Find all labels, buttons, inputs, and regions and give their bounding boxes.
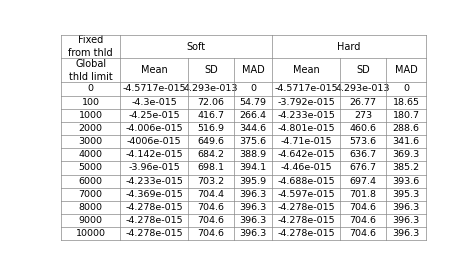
Text: Fixed
from thld: Fixed from thld <box>68 35 113 58</box>
Text: Soft: Soft <box>187 42 206 52</box>
Text: -4.142e-015: -4.142e-015 <box>125 150 183 159</box>
Text: 393.6: 393.6 <box>392 177 419 186</box>
Text: 180.7: 180.7 <box>392 111 419 120</box>
Text: -4.006e-015: -4.006e-015 <box>125 124 183 133</box>
Text: 701.8: 701.8 <box>349 190 376 199</box>
Text: 10000: 10000 <box>76 229 106 238</box>
Text: 396.3: 396.3 <box>392 203 419 212</box>
Text: 704.6: 704.6 <box>197 229 224 238</box>
Text: 395.9: 395.9 <box>239 177 267 186</box>
Text: -4.233e-015: -4.233e-015 <box>125 177 183 186</box>
Text: 8000: 8000 <box>79 203 103 212</box>
Text: -4.642e-015: -4.642e-015 <box>277 150 335 159</box>
Text: Mean: Mean <box>293 65 319 75</box>
Text: 26.77: 26.77 <box>349 98 376 107</box>
Text: 396.3: 396.3 <box>392 229 419 238</box>
Text: -4.71e-015: -4.71e-015 <box>281 137 332 146</box>
Text: -4.46e-015: -4.46e-015 <box>281 163 332 173</box>
Text: 369.3: 369.3 <box>392 150 419 159</box>
Text: -4006e-015: -4006e-015 <box>127 137 182 146</box>
Text: 703.2: 703.2 <box>197 177 225 186</box>
Text: 704.6: 704.6 <box>349 216 376 225</box>
Text: 9000: 9000 <box>79 216 103 225</box>
Text: 396.3: 396.3 <box>239 216 267 225</box>
Text: 5000: 5000 <box>79 163 103 173</box>
Text: 396.3: 396.3 <box>239 190 267 199</box>
Text: 396.3: 396.3 <box>392 216 419 225</box>
Text: 100: 100 <box>82 98 100 107</box>
Text: 697.4: 697.4 <box>349 177 376 186</box>
Text: 344.6: 344.6 <box>239 124 267 133</box>
Text: -4.278e-015: -4.278e-015 <box>125 216 183 225</box>
Text: Mean: Mean <box>141 65 167 75</box>
Text: 460.6: 460.6 <box>349 124 376 133</box>
Text: -4.25e-015: -4.25e-015 <box>128 111 180 120</box>
Text: -4.233e-015: -4.233e-015 <box>277 111 335 120</box>
Text: -4.3e-015: -4.3e-015 <box>131 98 177 107</box>
Text: 6000: 6000 <box>79 177 103 186</box>
Text: 72.06: 72.06 <box>197 98 224 107</box>
Text: -4.278e-015: -4.278e-015 <box>125 203 183 212</box>
Text: 385.2: 385.2 <box>392 163 419 173</box>
Text: -4.5717e-015: -4.5717e-015 <box>122 84 186 93</box>
Text: 704.6: 704.6 <box>349 229 376 238</box>
Text: 396.3: 396.3 <box>239 229 267 238</box>
Text: 375.6: 375.6 <box>239 137 267 146</box>
Text: 704.6: 704.6 <box>349 203 376 212</box>
Text: -4.369e-015: -4.369e-015 <box>125 190 183 199</box>
Text: Global
thld limit: Global thld limit <box>69 59 112 82</box>
Text: 684.2: 684.2 <box>197 150 224 159</box>
Text: 636.7: 636.7 <box>349 150 377 159</box>
Text: 0: 0 <box>403 84 409 93</box>
Text: SD: SD <box>356 65 370 75</box>
Text: 573.6: 573.6 <box>349 137 377 146</box>
Text: SD: SD <box>204 65 218 75</box>
Text: 288.6: 288.6 <box>392 124 419 133</box>
Text: 676.7: 676.7 <box>349 163 376 173</box>
Text: 388.9: 388.9 <box>239 150 267 159</box>
Text: 4.293e-013: 4.293e-013 <box>183 84 238 93</box>
Text: 396.3: 396.3 <box>239 203 267 212</box>
Text: MAD: MAD <box>242 65 264 75</box>
Text: 516.9: 516.9 <box>197 124 224 133</box>
Text: 2000: 2000 <box>79 124 103 133</box>
Text: 0: 0 <box>250 84 256 93</box>
Text: 704.6: 704.6 <box>197 216 224 225</box>
Text: -4.278e-015: -4.278e-015 <box>277 229 335 238</box>
Text: -3.96e-015: -3.96e-015 <box>128 163 180 173</box>
Text: 698.1: 698.1 <box>197 163 224 173</box>
Text: 416.7: 416.7 <box>197 111 224 120</box>
Text: -4.278e-015: -4.278e-015 <box>125 229 183 238</box>
Text: 341.6: 341.6 <box>392 137 419 146</box>
Text: 704.4: 704.4 <box>197 190 224 199</box>
Text: 395.3: 395.3 <box>392 190 419 199</box>
Text: 3000: 3000 <box>79 137 103 146</box>
Text: 0: 0 <box>88 84 94 93</box>
Text: -4.278e-015: -4.278e-015 <box>277 216 335 225</box>
Text: 266.4: 266.4 <box>240 111 266 120</box>
Text: 394.1: 394.1 <box>239 163 267 173</box>
Text: MAD: MAD <box>394 65 417 75</box>
Text: 18.65: 18.65 <box>392 98 419 107</box>
Text: 1000: 1000 <box>79 111 103 120</box>
Text: 649.6: 649.6 <box>197 137 224 146</box>
Text: 4000: 4000 <box>79 150 103 159</box>
Text: 704.6: 704.6 <box>197 203 224 212</box>
Text: -4.801e-015: -4.801e-015 <box>277 124 335 133</box>
Text: -3.792e-015: -3.792e-015 <box>277 98 335 107</box>
Text: 54.79: 54.79 <box>240 98 266 107</box>
Text: -4.597e-015: -4.597e-015 <box>277 190 335 199</box>
Text: 7000: 7000 <box>79 190 103 199</box>
Text: Hard: Hard <box>337 42 361 52</box>
Text: 4.293e-013: 4.293e-013 <box>336 84 390 93</box>
Text: 273: 273 <box>354 111 372 120</box>
Text: -4.688e-015: -4.688e-015 <box>277 177 335 186</box>
Text: -4.5717e-015: -4.5717e-015 <box>274 84 338 93</box>
Text: -4.278e-015: -4.278e-015 <box>277 203 335 212</box>
